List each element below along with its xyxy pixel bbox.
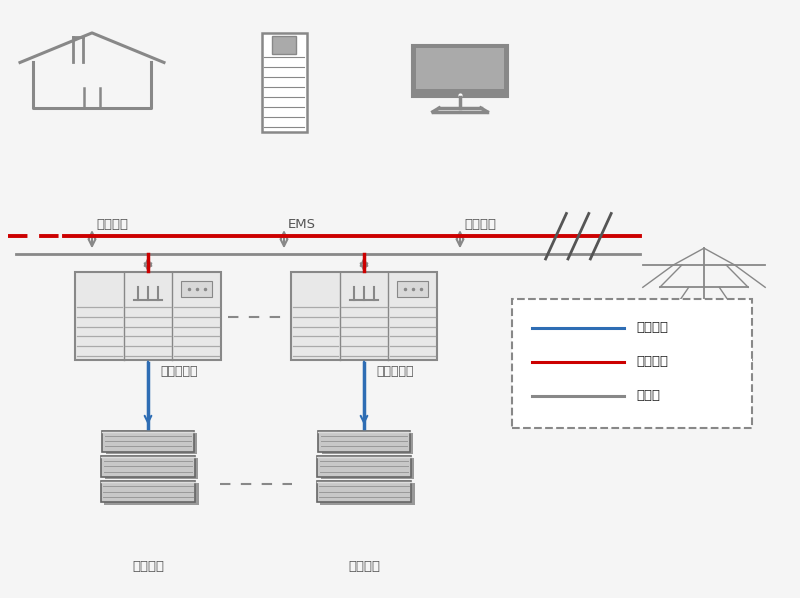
Text: 监控平台: 监控平台 [464, 218, 496, 231]
Bar [102, 431, 194, 451]
Bar [101, 481, 195, 502]
Text: 调度中心: 调度中心 [96, 218, 128, 231]
Text: 电网: 电网 [696, 380, 712, 393]
Text: 储能电池: 储能电池 [348, 560, 380, 573]
Bar [322, 433, 413, 454]
Bar [318, 456, 410, 477]
Text: 储能逆变器: 储能逆变器 [376, 365, 414, 378]
Bar [272, 36, 296, 54]
Bar [262, 33, 306, 132]
Bar [181, 281, 212, 297]
Bar [320, 483, 414, 505]
Text: 储能逆变器: 储能逆变器 [160, 365, 198, 378]
Bar [412, 45, 508, 97]
Bar [397, 281, 428, 297]
Bar [416, 48, 504, 89]
Bar [75, 272, 221, 360]
Text: 通讯线: 通讯线 [636, 389, 660, 402]
Text: EMS: EMS [288, 218, 316, 231]
Bar [412, 45, 508, 97]
Text: 交流电缆: 交流电缆 [636, 355, 668, 368]
Bar [291, 272, 437, 360]
Text: 储能电池: 储能电池 [132, 560, 164, 573]
Text: 直流电缆: 直流电缆 [636, 321, 668, 334]
Bar [104, 483, 198, 505]
Bar [106, 433, 197, 454]
Bar [317, 481, 411, 502]
Bar [318, 431, 410, 451]
Bar [105, 458, 198, 480]
Bar [102, 456, 194, 477]
Bar [321, 458, 414, 480]
FancyBboxPatch shape [512, 299, 752, 428]
